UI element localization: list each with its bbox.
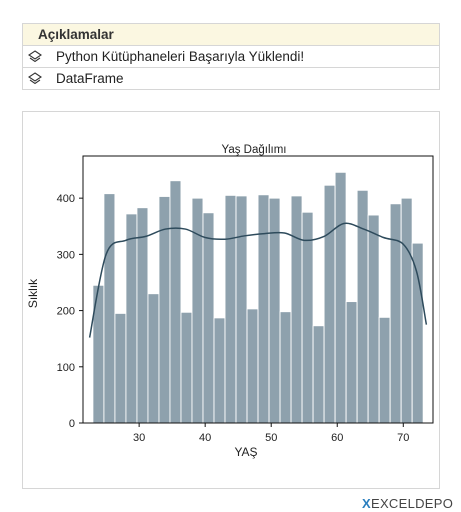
- y-tick-label: 0: [69, 418, 75, 430]
- x-tick-label: 40: [199, 432, 211, 444]
- histogram-bar: [323, 184, 336, 424]
- histogram-bar: [389, 203, 402, 424]
- histogram-bar: [345, 301, 358, 424]
- list-item[interactable]: DataFrame: [23, 68, 439, 89]
- histogram-bar: [301, 211, 314, 424]
- x-tick-label: 50: [265, 432, 277, 444]
- y-tick-label: 400: [57, 193, 75, 205]
- histogram-bar: [400, 197, 413, 424]
- histogram-bar: [246, 308, 259, 424]
- histogram-bar: [312, 325, 325, 424]
- kde-line: [88, 222, 428, 338]
- x-tick-label: 70: [397, 432, 409, 444]
- list-item-label: Python Kütüphaneleri Başarıyla Yüklendi!: [56, 49, 305, 64]
- x-axis-label: YAŞ: [234, 445, 257, 459]
- x-tick-label: 60: [331, 432, 343, 444]
- histogram-bar: [257, 194, 270, 424]
- histogram-bar: [224, 194, 237, 424]
- plot-frame: [82, 155, 434, 424]
- list-item[interactable]: Python Kütüphaneleri Başarıyla Yüklendi!: [23, 46, 439, 68]
- layers-icon: [25, 49, 45, 64]
- histogram-bar: [279, 311, 292, 424]
- histogram-bar: [334, 171, 347, 424]
- panel-title: Açıklamalar: [23, 24, 439, 46]
- histogram-bar: [136, 207, 149, 424]
- histogram-bar: [235, 195, 248, 424]
- histogram-bar: [290, 195, 303, 424]
- y-tick-label: 100: [57, 362, 75, 374]
- histogram-bar: [103, 193, 116, 424]
- age-histogram-chart: Yaş Dağılımı 30 40 50 60 70 0 100 200 300 400 YAŞ…: [26, 144, 434, 459]
- histogram-bar: [180, 311, 193, 424]
- histogram-bar: [169, 180, 182, 424]
- x-tick-label: 30: [133, 432, 145, 444]
- histogram-bar: [356, 189, 369, 424]
- layers-icon: [25, 71, 45, 86]
- histogram-bar: [213, 317, 226, 424]
- histogram-bar: [114, 312, 127, 424]
- y-axis-label: Sıklık: [26, 278, 40, 308]
- y-tick-label: 200: [57, 306, 75, 318]
- histogram-bar: [147, 293, 160, 424]
- histogram-bar: [411, 242, 424, 424]
- description-panel: Açıklamalar Python Kütüphaneleri Başarıy…: [22, 23, 440, 90]
- chart-container: Yaş Dağılımı 30 40 50 60 70 0 100 200 300 400 YAŞ…: [22, 111, 440, 489]
- chart-title: Yaş Dağılımı: [222, 144, 287, 156]
- y-tick-label: 300: [57, 249, 75, 261]
- list-item-label: DataFrame: [56, 71, 124, 86]
- histogram-bar: [202, 212, 215, 424]
- histogram-bar: [367, 214, 380, 424]
- histogram-bar: [125, 213, 138, 424]
- histogram-bar: [378, 316, 391, 424]
- brand-logo: XEXCELDEPO: [362, 496, 454, 511]
